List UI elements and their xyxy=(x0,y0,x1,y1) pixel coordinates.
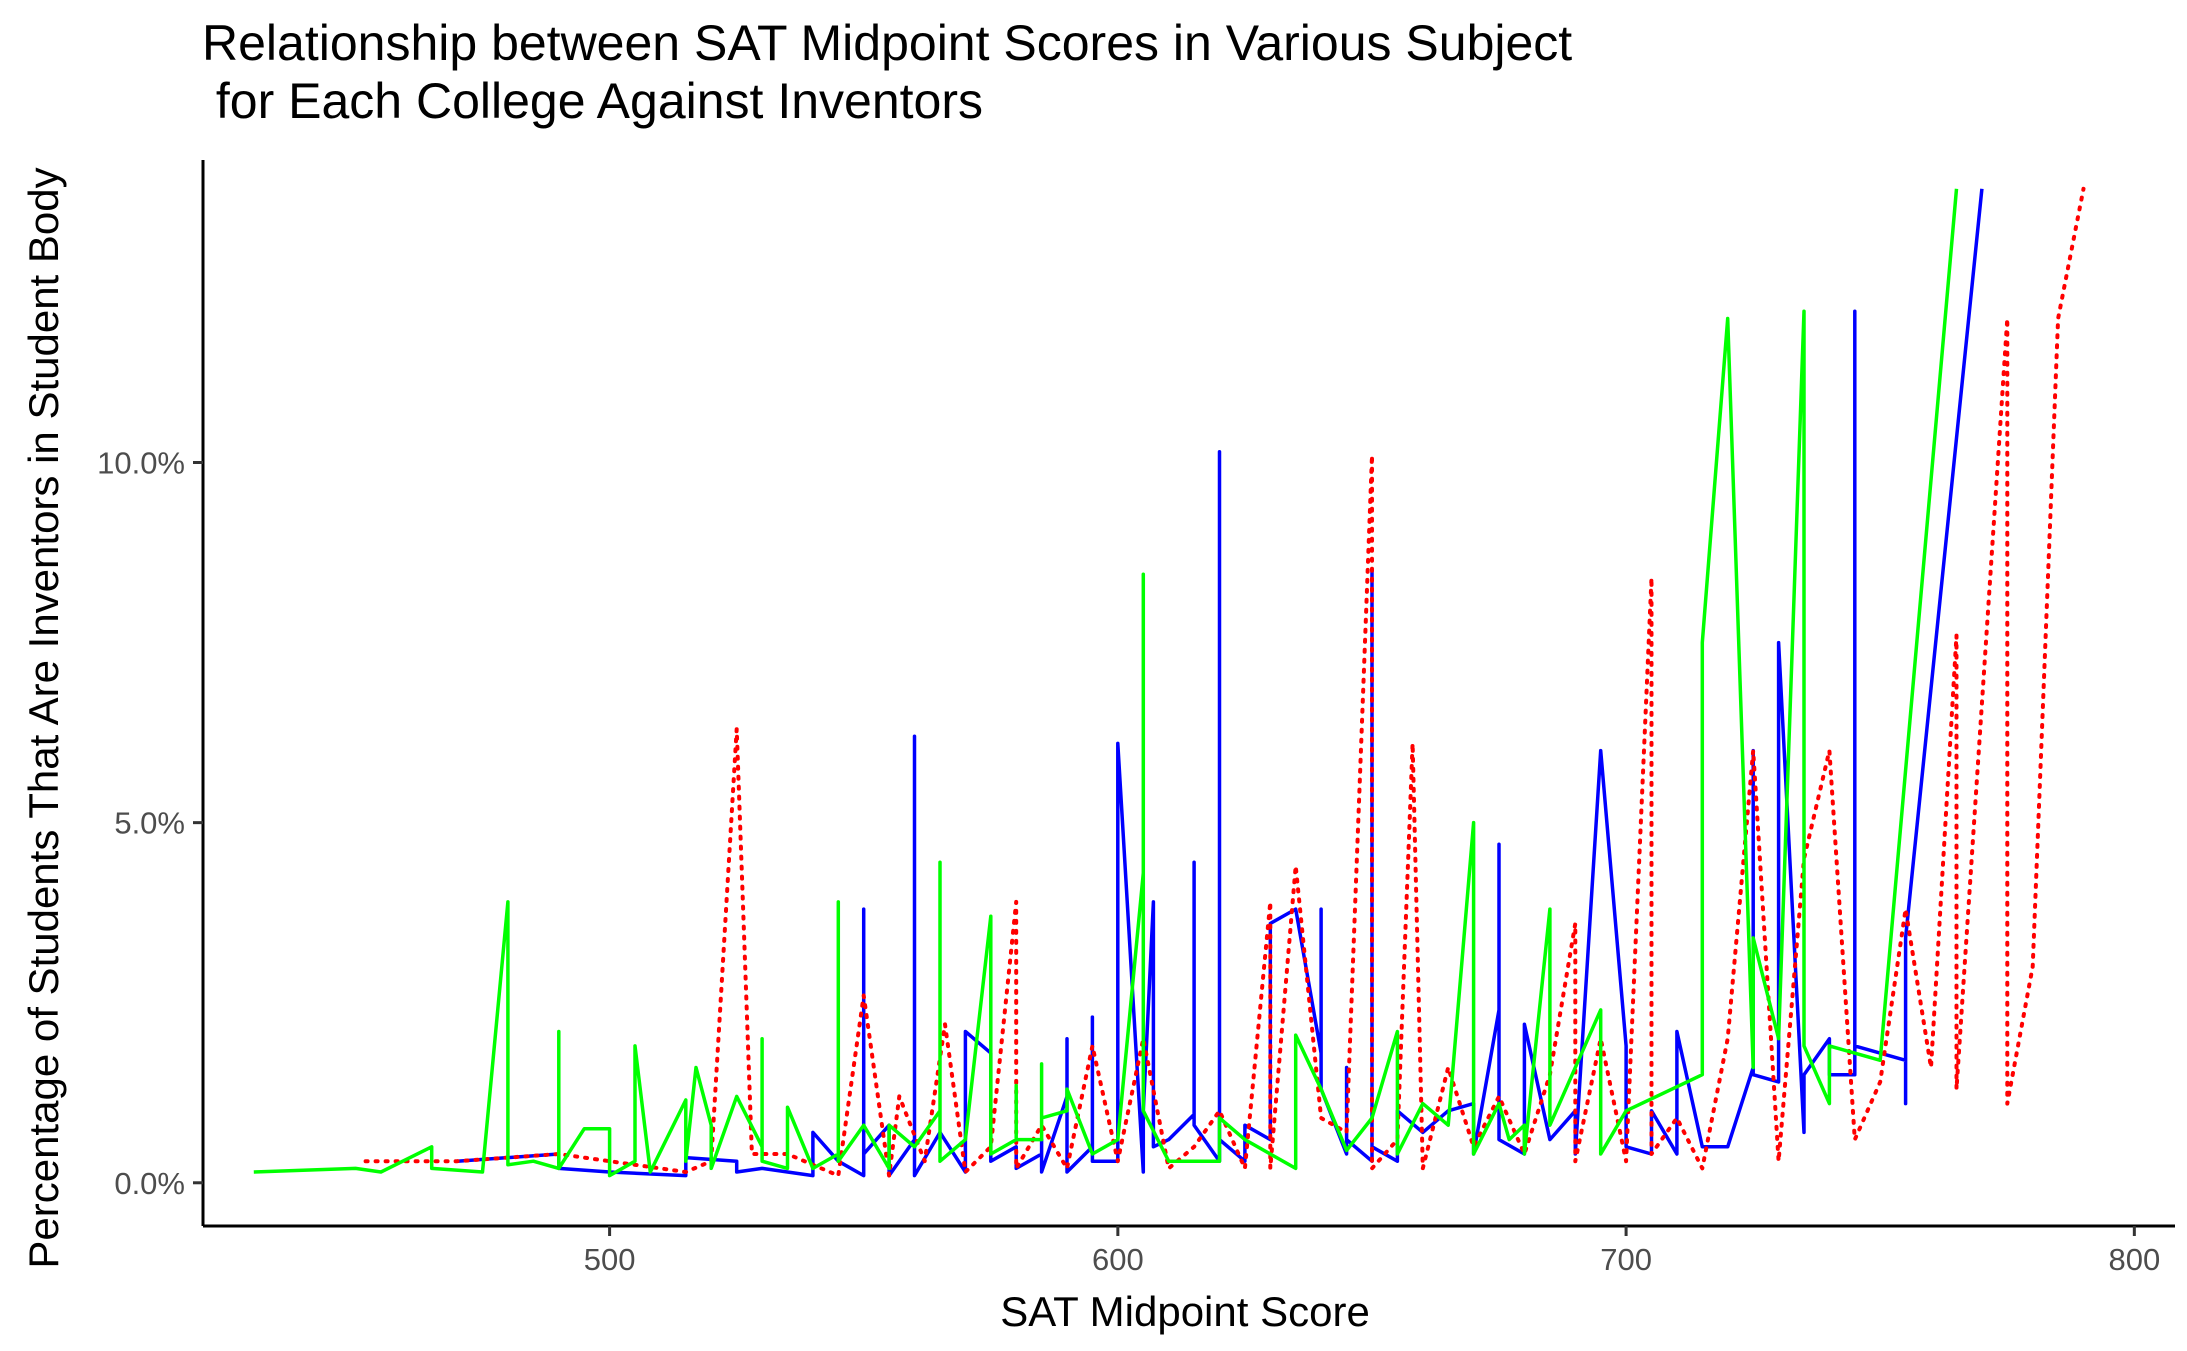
x-axis-title: SAT Midpoint Score xyxy=(1000,1288,1370,1335)
series-layer xyxy=(253,186,2086,1178)
x-tick-label: 600 xyxy=(1092,1242,1144,1277)
y-tick-label: 10.0% xyxy=(97,446,185,481)
x-tick-label: 800 xyxy=(2108,1242,2160,1277)
chart-title: Relationship between SAT Midpoint Scores… xyxy=(202,15,1573,129)
y-tick-label: 5.0% xyxy=(114,806,185,841)
x-tick-label: 700 xyxy=(1600,1242,1652,1277)
x-tick-label: 500 xyxy=(584,1242,636,1277)
x-ticks: 500 600 700 800 xyxy=(584,1226,2160,1277)
series-line-2 xyxy=(363,186,2086,1178)
series-line-3 xyxy=(253,188,1959,1178)
y-ticks: 0.0% 5.0% 10.0% xyxy=(97,446,203,1201)
y-tick-label: 0.0% xyxy=(114,1166,185,1201)
